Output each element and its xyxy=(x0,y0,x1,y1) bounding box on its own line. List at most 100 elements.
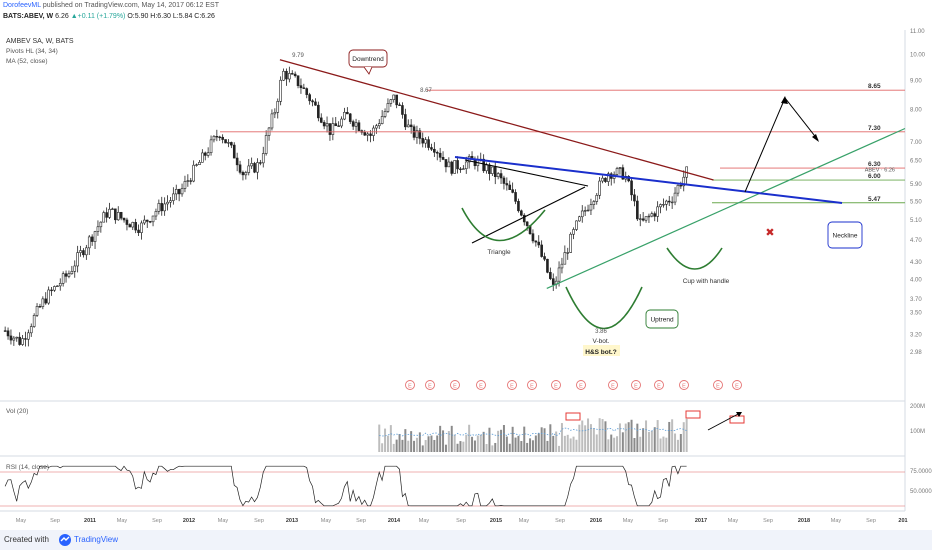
candle-body xyxy=(331,123,335,135)
candle-body xyxy=(119,212,123,219)
volume-bar xyxy=(514,437,517,452)
earnings-marker xyxy=(713,380,723,390)
candle-body xyxy=(540,244,543,257)
candle-body xyxy=(453,160,456,174)
candle-body xyxy=(572,229,575,235)
candle-body xyxy=(198,162,201,165)
volume-bar xyxy=(616,436,619,452)
candle-body xyxy=(667,200,671,203)
volume-bar xyxy=(613,437,616,452)
candle-body xyxy=(169,200,172,203)
volume-bar xyxy=(685,418,688,452)
candle-body xyxy=(566,252,570,254)
volume-bar xyxy=(508,443,511,452)
volume-bar xyxy=(575,439,578,452)
volume-bar xyxy=(424,440,427,452)
candle-body xyxy=(122,217,126,221)
candle-body xyxy=(401,105,404,115)
volume-axis-label: 100M xyxy=(910,429,925,435)
candle-body xyxy=(116,212,120,221)
volume-bar xyxy=(630,419,633,452)
time-axis-label: 201 xyxy=(898,518,907,524)
candle-body xyxy=(232,144,236,159)
candle-body xyxy=(212,136,216,141)
volume-bar xyxy=(604,421,607,452)
candle-body xyxy=(317,104,320,119)
candle-body xyxy=(430,147,433,150)
volume-bar xyxy=(479,434,482,452)
volume-bar xyxy=(401,439,404,452)
candle-body xyxy=(386,103,390,112)
candle-body xyxy=(235,157,239,166)
candle-body xyxy=(621,167,625,180)
price-pane xyxy=(0,30,905,400)
candle-body xyxy=(662,204,665,206)
candle-body xyxy=(433,148,436,153)
candle-body xyxy=(12,337,16,341)
candle-body xyxy=(563,252,567,265)
earnings-marker xyxy=(732,380,742,390)
time-axis-label: May xyxy=(117,518,128,524)
volume-bar xyxy=(410,431,413,452)
time-axis-label: May xyxy=(321,518,332,524)
neckline-label: Neckline xyxy=(833,233,858,240)
candle-body xyxy=(337,125,340,127)
candle-body xyxy=(586,209,590,212)
earnings-marker-label: E xyxy=(428,384,432,390)
volume-bar xyxy=(476,435,479,452)
candle-body xyxy=(166,201,169,205)
volume-bar xyxy=(404,429,407,452)
candle-body xyxy=(140,222,143,233)
candle-body xyxy=(3,330,7,332)
candle-body xyxy=(85,247,88,256)
earnings-marker-label: E xyxy=(408,384,412,390)
volume-bar xyxy=(389,425,392,452)
volume-bar xyxy=(529,438,532,452)
volume-bar xyxy=(633,437,636,452)
level-label: 8.65 xyxy=(868,83,881,90)
volume-bar xyxy=(572,436,575,452)
candle-body xyxy=(499,173,503,179)
candle-body xyxy=(406,124,410,128)
candle-body xyxy=(9,335,13,341)
candle-body xyxy=(424,139,427,144)
time-axis-label: 2011 xyxy=(84,518,96,524)
candle-body xyxy=(482,158,485,172)
candle-body xyxy=(148,221,152,223)
candle-body xyxy=(583,210,587,212)
earnings-marker xyxy=(654,380,664,390)
candle-body xyxy=(659,204,662,208)
level-label: 7.30 xyxy=(868,125,881,132)
candle-body xyxy=(682,176,686,187)
volume-bar xyxy=(642,428,645,452)
candle-body xyxy=(549,272,552,279)
candle-body xyxy=(288,73,291,80)
candle-body xyxy=(665,200,668,205)
author-link[interactable]: DorofeevML xyxy=(3,2,41,9)
earnings-marker-label: E xyxy=(510,384,514,390)
volume-bar xyxy=(462,441,465,452)
triangle-curve xyxy=(461,207,546,242)
rsi-axis-label: 75.0000 xyxy=(910,469,932,475)
candle-body xyxy=(41,298,45,307)
candle-body xyxy=(488,164,491,174)
candle-body xyxy=(447,161,451,168)
candle-body xyxy=(38,306,42,308)
candle-body xyxy=(653,213,657,217)
candle-body xyxy=(201,152,204,163)
candle-body xyxy=(377,123,381,127)
publish-info: published on TradingView.com, May 14, 20… xyxy=(42,2,219,9)
tradingview-brand[interactable]: TradingView xyxy=(74,535,119,544)
tradingview-logo-icon[interactable] xyxy=(58,533,72,547)
candle-body xyxy=(67,273,71,277)
earnings-marker xyxy=(679,380,689,390)
rsi-axis-label: 50.0000 xyxy=(910,489,932,495)
candle-body xyxy=(172,193,175,201)
volume-bar xyxy=(523,426,526,452)
candle-body xyxy=(346,111,349,115)
candle-body xyxy=(93,231,97,242)
volume-bar xyxy=(439,425,442,452)
volume-bar xyxy=(491,445,494,452)
candle-body xyxy=(276,101,280,113)
footer: Created with TradingView xyxy=(0,530,932,550)
